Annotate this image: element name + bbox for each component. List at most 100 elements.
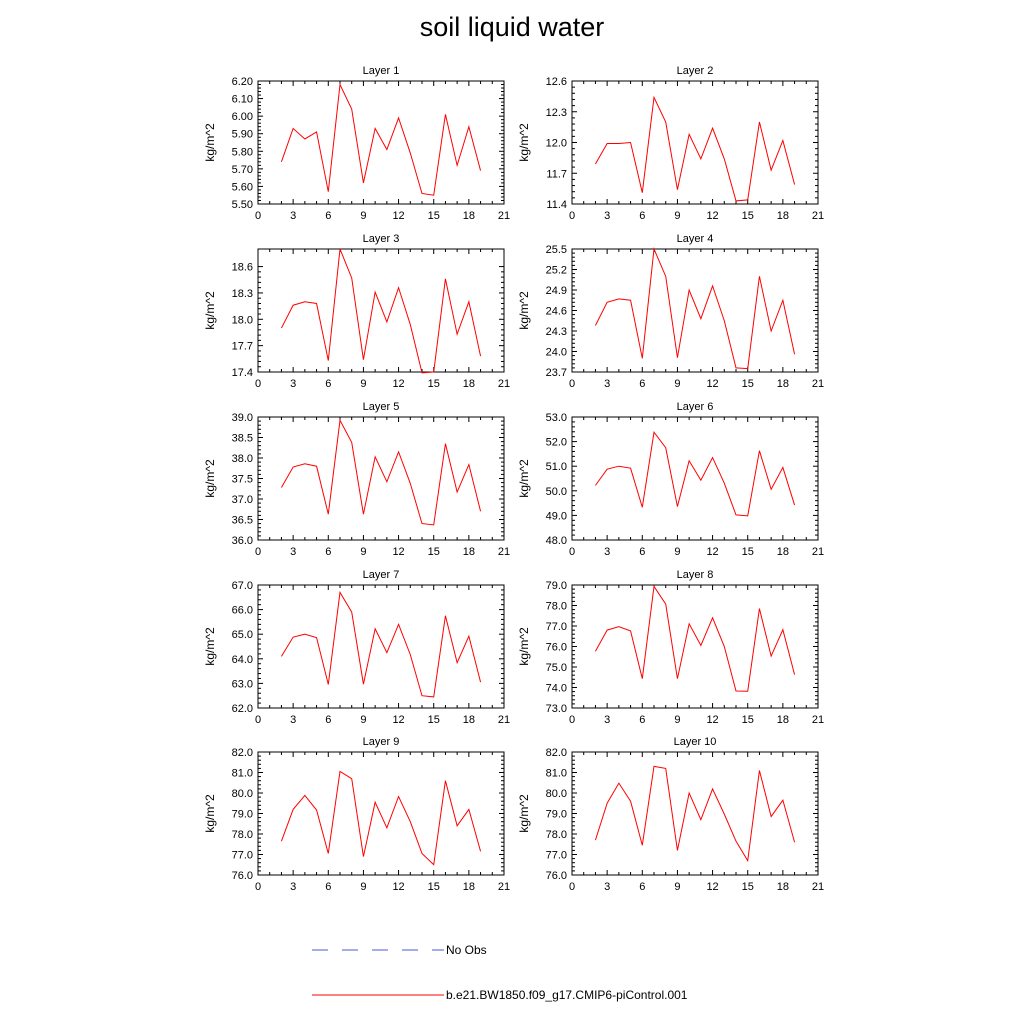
y-tick-label: 79.0	[546, 809, 567, 821]
x-tick-label: 21	[498, 714, 510, 726]
x-tick-label: 15	[428, 378, 440, 390]
panel-title: Layer 9	[363, 736, 400, 748]
x-tick-label: 9	[674, 378, 680, 390]
y-tick-label: 36.0	[232, 535, 253, 547]
x-tick-label: 15	[742, 378, 754, 390]
y-tick-label: 18.0	[232, 314, 253, 326]
x-tick-label: 18	[777, 714, 789, 726]
x-tick-label: 0	[569, 714, 575, 726]
x-tick-label: 6	[325, 378, 331, 390]
x-tick-label: 12	[706, 378, 718, 390]
x-tick-label: 0	[255, 210, 261, 222]
y-tick-label: 76.0	[546, 642, 567, 654]
panel-title: Layer 3	[363, 233, 400, 245]
y-tick-label: 12.6	[546, 76, 567, 88]
y-axis-label: kg/m^2	[517, 291, 531, 330]
series-line	[594, 765, 796, 863]
y-tick-label: 82.0	[232, 747, 253, 759]
y-tick-label: 63.0	[232, 678, 253, 690]
x-tick-label: 15	[742, 881, 754, 893]
x-tick-label: 18	[463, 546, 475, 558]
panel-title: Layer 7	[363, 569, 400, 581]
x-tick-label: 6	[639, 714, 645, 726]
y-tick-label: 78.0	[546, 829, 567, 841]
x-tick-label: 0	[255, 714, 261, 726]
x-tick-label: 6	[639, 210, 645, 222]
x-tick-label: 9	[674, 881, 680, 893]
panel-title: Layer 2	[677, 65, 714, 77]
panel-title: Layer 8	[677, 569, 714, 581]
x-tick-label: 3	[290, 714, 296, 726]
series-line	[280, 418, 482, 526]
y-tick-label: 50.0	[546, 486, 567, 498]
y-tick-label: 18.6	[232, 262, 253, 274]
y-axis-label: kg/m^2	[517, 459, 531, 498]
series-line	[280, 770, 482, 866]
y-tick-label: 11.4	[546, 199, 567, 211]
x-tick-label: 15	[742, 210, 754, 222]
main-title: soil liquid water	[419, 12, 605, 42]
y-tick-label: 5.70	[232, 164, 253, 176]
x-tick-label: 3	[604, 210, 610, 222]
panel-title: Layer 10	[674, 736, 717, 748]
y-tick-label: 73.0	[546, 703, 567, 715]
y-axis-label: kg/m^2	[203, 794, 217, 833]
x-tick-label: 15	[428, 546, 440, 558]
x-tick-label: 3	[604, 546, 610, 558]
x-tick-label: 3	[290, 881, 296, 893]
y-tick-label: 81.0	[232, 768, 253, 780]
y-tick-label: 82.0	[546, 747, 567, 759]
x-tick-label: 15	[428, 210, 440, 222]
y-axis-label: kg/m^2	[203, 627, 217, 666]
legend-label-no-obs: No Obs	[446, 943, 487, 957]
plot-frame	[571, 751, 819, 876]
plot-frame	[257, 416, 505, 541]
y-tick-label: 12.3	[546, 107, 567, 119]
y-tick-label: 5.60	[232, 181, 253, 193]
x-tick-label: 12	[392, 378, 404, 390]
y-tick-label: 49.0	[546, 510, 567, 522]
y-tick-label: 52.0	[546, 437, 567, 449]
plot-frame	[571, 584, 819, 709]
x-tick-label: 21	[498, 378, 510, 390]
y-tick-label: 76.0	[546, 870, 567, 882]
x-tick-label: 21	[498, 210, 510, 222]
y-axis-label: kg/m^2	[517, 794, 531, 833]
x-tick-label: 12	[392, 881, 404, 893]
x-tick-label: 21	[812, 546, 824, 558]
x-tick-label: 3	[604, 881, 610, 893]
plot-frame	[571, 416, 819, 541]
x-tick-label: 21	[498, 881, 510, 893]
x-tick-label: 0	[255, 881, 261, 893]
plot-frame	[257, 80, 505, 205]
x-tick-label: 12	[392, 546, 404, 558]
y-tick-label: 66.0	[232, 605, 253, 617]
y-tick-label: 6.20	[232, 76, 253, 88]
x-tick-label: 21	[498, 546, 510, 558]
y-axis-label: kg/m^2	[517, 123, 531, 162]
panel-layer-3: Layer 3 0 3 6 9 12 15 18 21 17.4 17.7 18.0 18.3 18.6 k…	[203, 233, 510, 390]
y-tick-label: 38.0	[232, 453, 253, 465]
x-tick-label: 12	[706, 714, 718, 726]
x-tick-label: 0	[255, 378, 261, 390]
x-tick-label: 6	[325, 714, 331, 726]
x-tick-label: 6	[325, 881, 331, 893]
y-tick-label: 11.7	[546, 168, 567, 180]
y-tick-label: 65.0	[232, 629, 253, 641]
x-tick-label: 18	[463, 210, 475, 222]
series-line	[281, 590, 482, 698]
panel-layer-8: Layer 8 0 3 6 9 12 15 18 21 73.0 74.0 75.0 76.0 77.0 7…	[517, 569, 824, 726]
y-tick-label: 75.0	[546, 662, 567, 674]
y-tick-label: 25.5	[546, 244, 567, 256]
x-tick-label: 18	[777, 378, 789, 390]
y-tick-label: 5.90	[232, 129, 253, 141]
y-tick-label: 78.0	[232, 829, 253, 841]
x-tick-label: 18	[777, 546, 789, 558]
panel-title: Layer 6	[677, 401, 714, 413]
y-tick-label: 77.0	[232, 850, 253, 862]
x-tick-label: 21	[812, 881, 824, 893]
y-tick-label: 76.0	[232, 870, 253, 882]
y-tick-label: 81.0	[546, 768, 567, 780]
x-tick-label: 9	[674, 714, 680, 726]
